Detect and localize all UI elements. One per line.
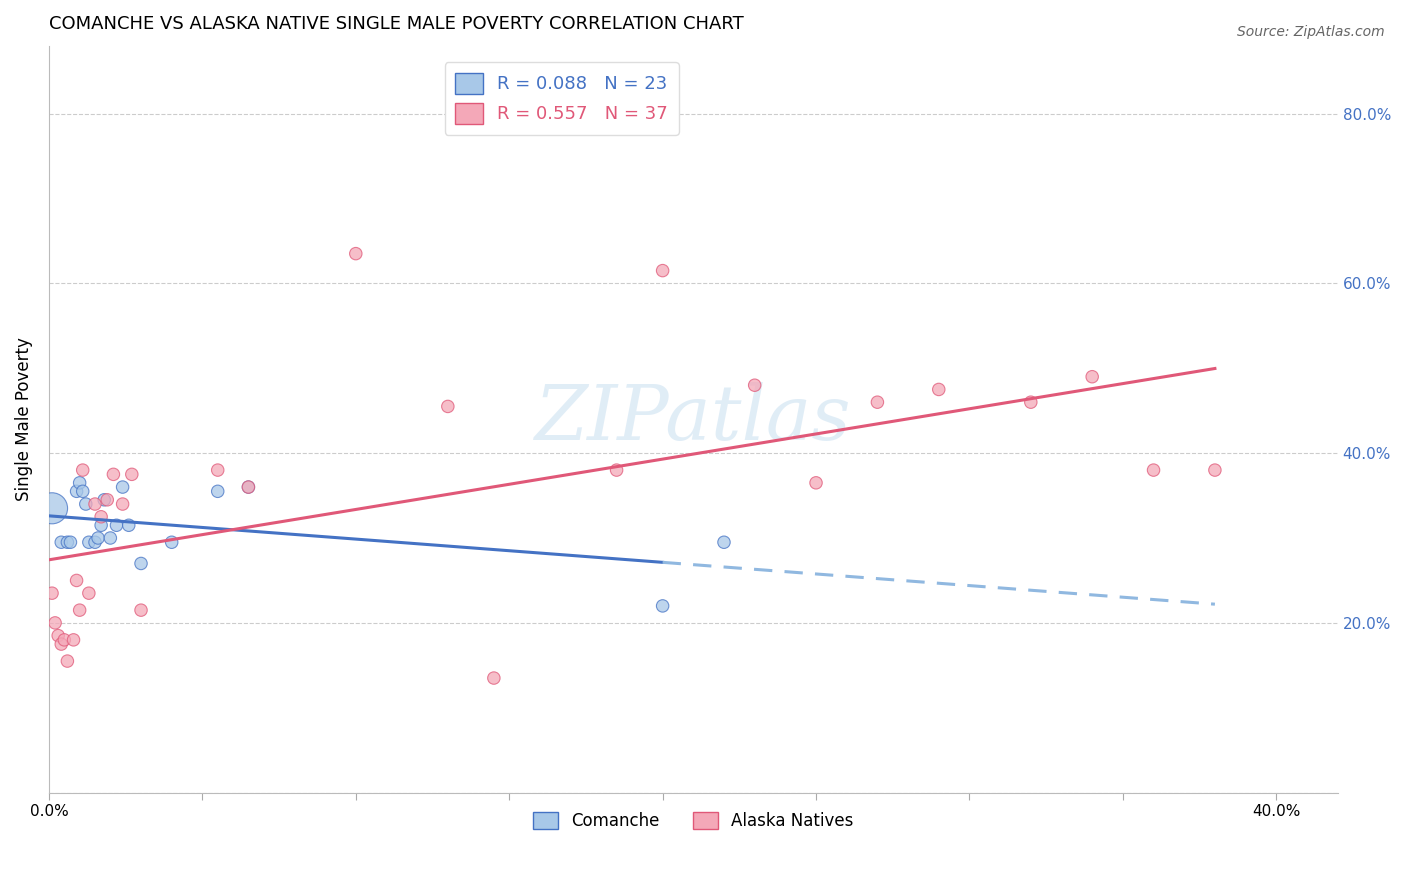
Point — [84, 535, 107, 549]
Point — [238, 480, 260, 494]
Point — [1019, 395, 1042, 409]
Point — [344, 246, 367, 260]
Point — [69, 603, 91, 617]
Point — [118, 518, 141, 533]
Point — [41, 586, 63, 600]
Text: ZIPatlas: ZIPatlas — [536, 382, 852, 456]
Point — [98, 531, 121, 545]
Point — [77, 535, 100, 549]
Point — [84, 497, 107, 511]
Point — [96, 492, 118, 507]
Point — [238, 480, 260, 494]
Point — [75, 497, 97, 511]
Point — [437, 400, 460, 414]
Y-axis label: Single Male Poverty: Single Male Poverty — [15, 337, 32, 501]
Point — [744, 378, 766, 392]
Point — [72, 463, 94, 477]
Point — [90, 509, 112, 524]
Point — [69, 475, 91, 490]
Point — [111, 497, 134, 511]
Point — [51, 535, 73, 549]
Point — [928, 383, 950, 397]
Point — [1081, 369, 1104, 384]
Point — [103, 467, 125, 482]
Point — [77, 586, 100, 600]
Point — [72, 484, 94, 499]
Point — [111, 480, 134, 494]
Point — [482, 671, 505, 685]
Text: Source: ZipAtlas.com: Source: ZipAtlas.com — [1237, 25, 1385, 39]
Point — [651, 263, 673, 277]
Point — [713, 535, 735, 549]
Point — [56, 654, 79, 668]
Point — [41, 501, 63, 516]
Legend: Comanche, Alaska Natives: Comanche, Alaska Natives — [526, 805, 860, 837]
Point — [56, 535, 79, 549]
Point — [105, 518, 128, 533]
Point — [53, 632, 76, 647]
Point — [90, 518, 112, 533]
Point — [207, 484, 229, 499]
Point — [651, 599, 673, 613]
Point — [46, 629, 69, 643]
Point — [44, 615, 66, 630]
Point — [65, 574, 87, 588]
Point — [121, 467, 143, 482]
Point — [62, 632, 84, 647]
Text: COMANCHE VS ALASKA NATIVE SINGLE MALE POVERTY CORRELATION CHART: COMANCHE VS ALASKA NATIVE SINGLE MALE PO… — [49, 15, 744, 33]
Point — [65, 484, 87, 499]
Point — [804, 475, 827, 490]
Point — [1204, 463, 1226, 477]
Point — [207, 463, 229, 477]
Point — [87, 531, 110, 545]
Point — [93, 492, 115, 507]
Point — [51, 637, 73, 651]
Point — [59, 535, 82, 549]
Point — [160, 535, 183, 549]
Point — [129, 557, 152, 571]
Point — [606, 463, 628, 477]
Point — [129, 603, 152, 617]
Point — [1142, 463, 1164, 477]
Point — [866, 395, 889, 409]
